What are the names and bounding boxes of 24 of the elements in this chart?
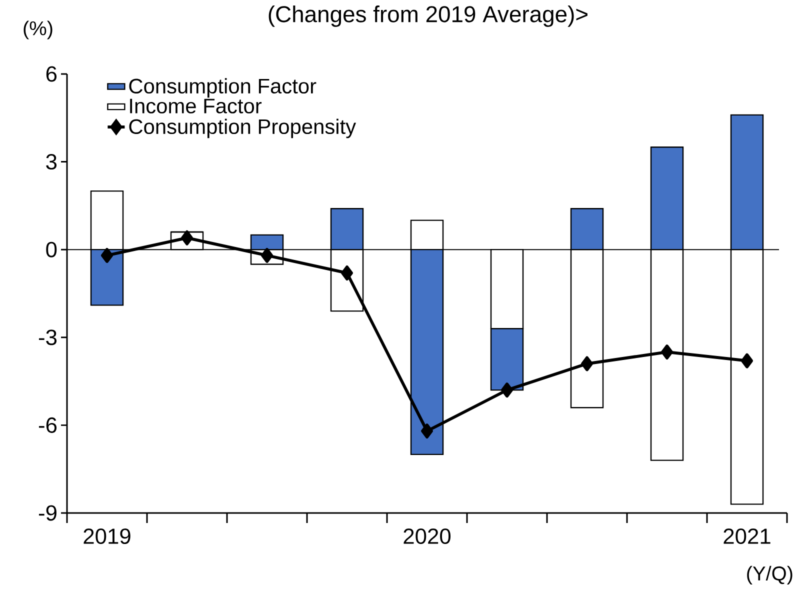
point xyxy=(421,424,434,439)
x-tick-label: 2021 xyxy=(724,528,770,544)
y-tick-label: -6 xyxy=(38,417,57,433)
legend-label: Consumption Factor xyxy=(129,78,316,98)
text: (Y/Q) xyxy=(747,566,792,584)
chart-title: (Changes from 2019 Average)> xyxy=(268,6,588,27)
y-axis-title: (%) xyxy=(24,20,52,40)
point xyxy=(581,356,593,372)
y-tick-label: 3 xyxy=(46,154,57,170)
y-tick-label: 0 xyxy=(46,242,57,258)
y-tick-label: -9 xyxy=(38,505,56,521)
point xyxy=(661,344,673,360)
point xyxy=(261,248,274,263)
point xyxy=(741,353,753,368)
legend-label: Income Factor xyxy=(130,98,262,114)
legend-label: Consumption Propensity xyxy=(129,118,356,138)
y-tick-label: -3 xyxy=(38,330,57,346)
point xyxy=(341,266,354,280)
point xyxy=(101,248,114,263)
y-tick-label: 6 xyxy=(46,66,57,82)
point xyxy=(181,230,193,246)
point xyxy=(501,382,514,398)
x-tick-label: 2020 xyxy=(404,528,451,544)
x-tick-label: 2019 xyxy=(84,528,130,544)
